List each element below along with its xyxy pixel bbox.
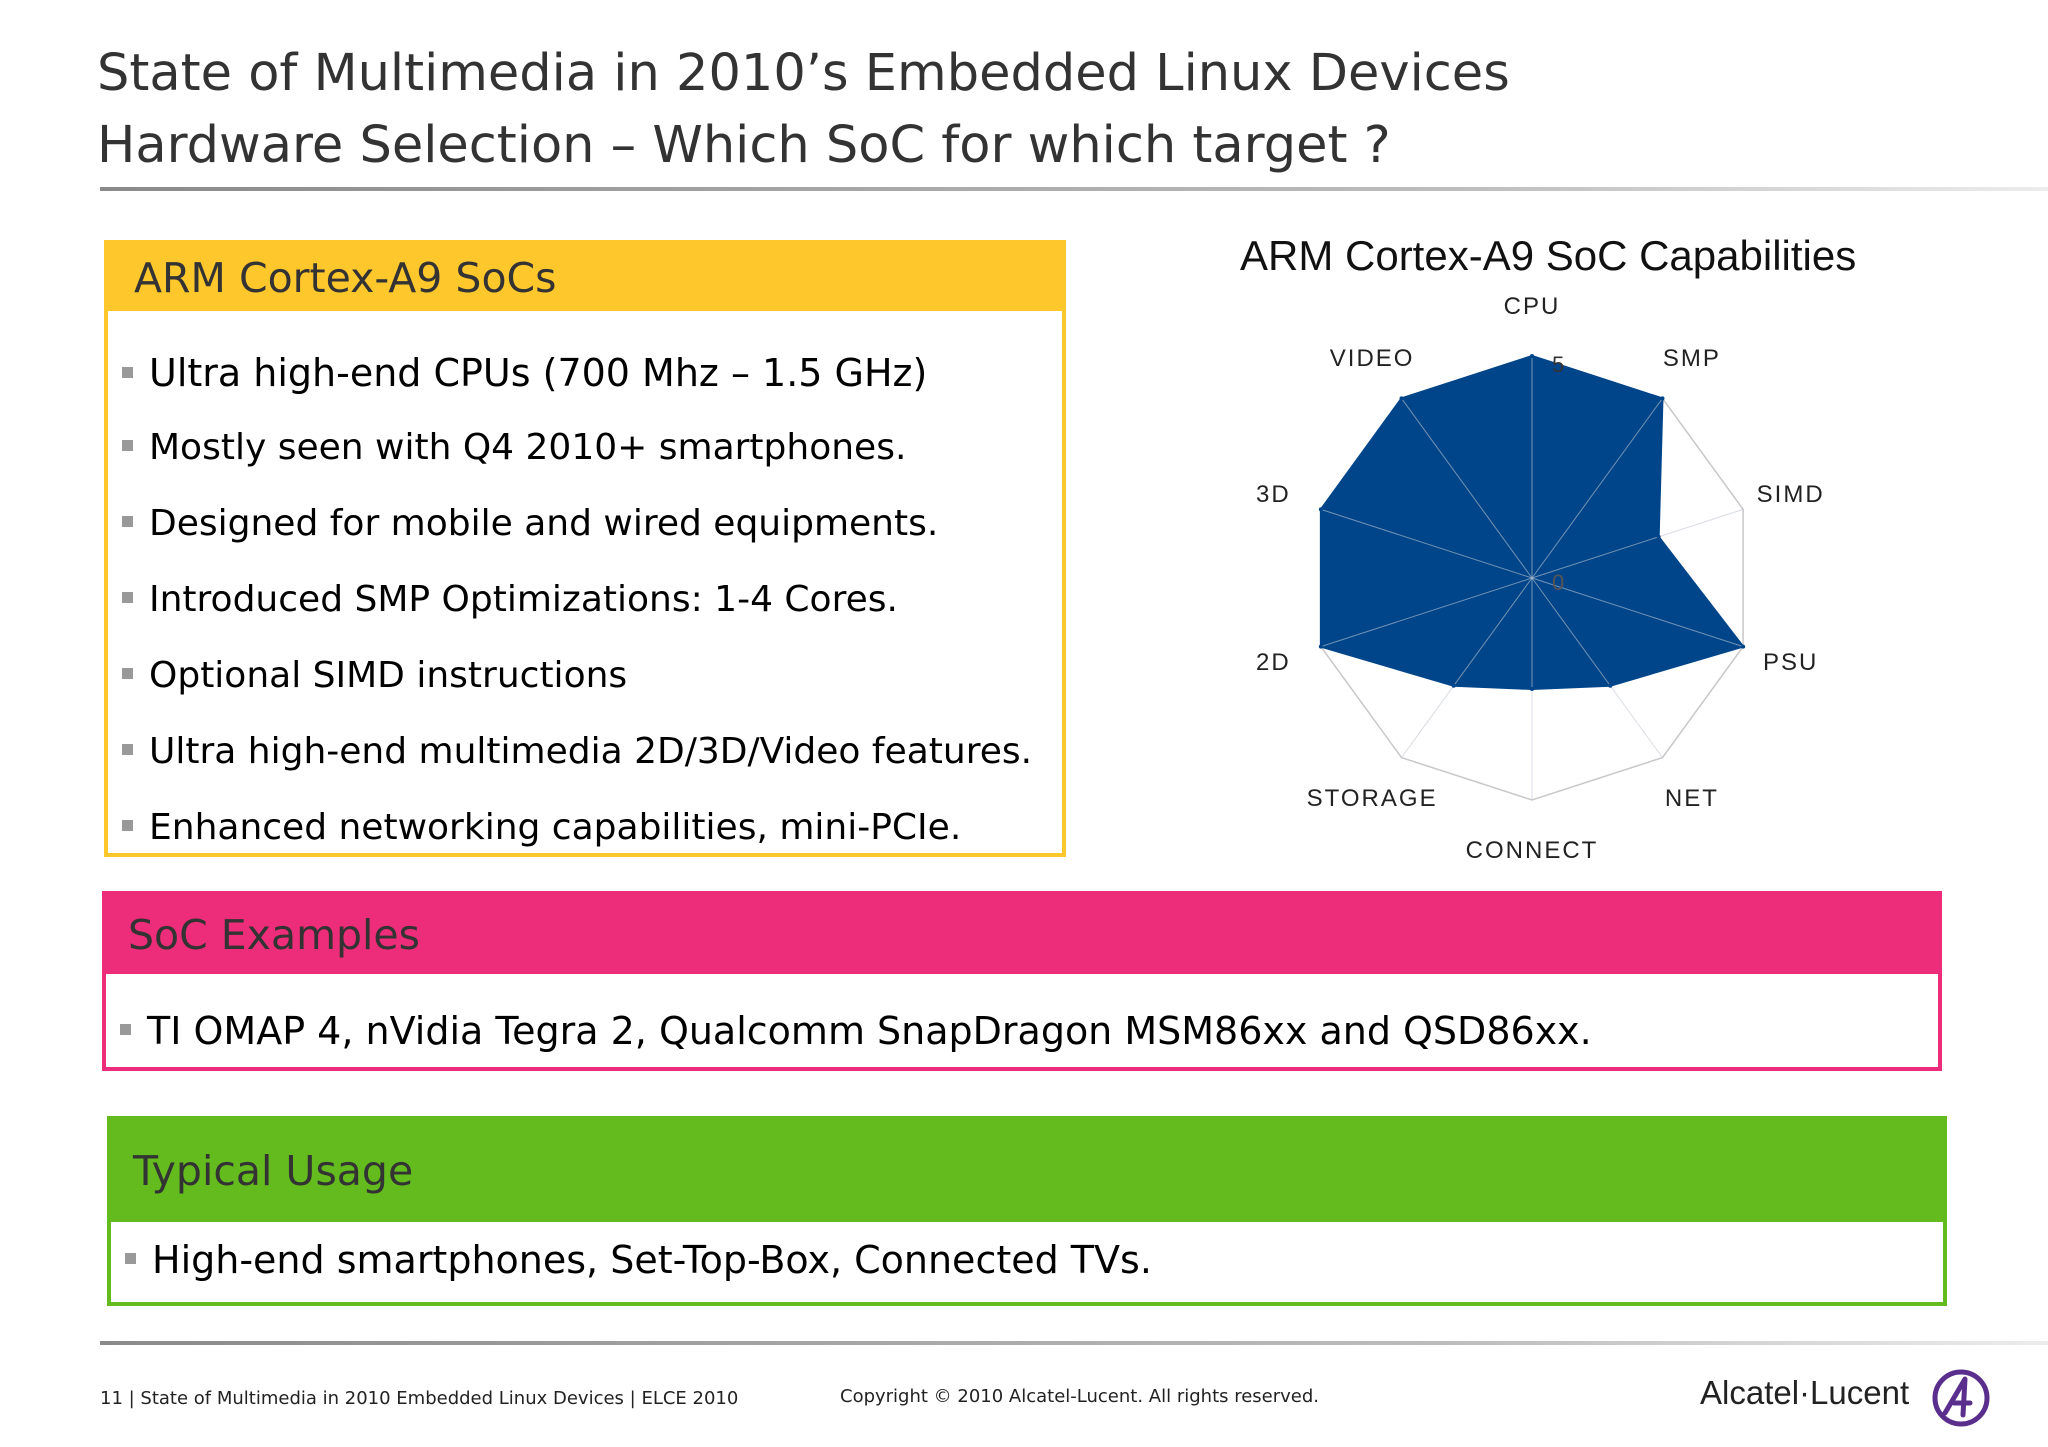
radar-label-smp: SMP xyxy=(1663,345,1721,372)
radar-label-video: VIDEO xyxy=(1330,345,1415,372)
radar-point-psu xyxy=(1741,644,1746,649)
radar-point-smp xyxy=(1660,396,1665,401)
arm-bullet-text: Enhanced networking capabilities, mini-P… xyxy=(149,807,962,848)
radar-tick-label-max: 5 xyxy=(1552,352,1564,377)
header-divider xyxy=(100,187,2048,191)
arm-socs-box: ARM Cortex-A9 SoCs Ultra high-end CPUs (… xyxy=(104,240,1066,857)
soc-examples-title: SoC Examples xyxy=(128,910,421,959)
radar-label-net: NET xyxy=(1665,785,1719,812)
bullet-square-icon xyxy=(122,743,133,755)
arm-bullet-text: Mostly seen with Q4 2010+ smartphones. xyxy=(149,427,907,468)
typical-usage-title: Typical Usage xyxy=(133,1147,414,1195)
bullet-square-icon xyxy=(122,819,133,831)
footer-copyright: Copyright © 2010 Alcatel-Lucent. All rig… xyxy=(840,1386,1320,1407)
radar-point-simd xyxy=(1656,534,1661,539)
soc-examples-box: SoC Examples TI OMAP 4, nVidia Tegra 2, … xyxy=(102,891,1942,1071)
radar-spoke xyxy=(1531,508,1744,579)
bullet-square-icon xyxy=(120,1024,131,1035)
arm-bullet-text: Optional SIMD instructions xyxy=(149,655,628,696)
radar-label-3d: 3D xyxy=(1256,481,1291,508)
arm-bullet-text: Ultra high-end multimedia 2D/3D/Video fe… xyxy=(149,731,1033,772)
arm-bullet-5: Optional SIMD instructions xyxy=(122,655,627,696)
radar-point-connect xyxy=(1530,687,1534,691)
soc-bullet-1: TI OMAP 4, nVidia Tegra 2, Qualcomm Snap… xyxy=(120,1009,1592,1053)
arm-socs-title: ARM Cortex-A9 SoCs xyxy=(134,253,557,302)
radar-tick-label-min: 0 xyxy=(1552,570,1564,595)
radar-spoke xyxy=(1531,577,1663,758)
usage-bullet-text: High-end smartphones, Set-Top-Box, Conne… xyxy=(152,1238,1152,1282)
radar-point-2d xyxy=(1318,644,1323,649)
arm-bullet-4: Introduced SMP Optimizations: 1-4 Cores. xyxy=(122,579,898,620)
chart-title: ARM Cortex-A9 SoC Capabilities xyxy=(1240,232,1857,279)
typical-usage-header: Typical Usage xyxy=(111,1120,1943,1222)
bullet-square-icon xyxy=(122,515,133,527)
radar-point-video xyxy=(1399,396,1404,401)
bullet-square-icon xyxy=(122,667,133,679)
radar-spoke xyxy=(1531,398,1663,579)
arm-bullet-3: Designed for mobile and wired equipments… xyxy=(122,503,938,544)
footer-left: 11 | State of Multimedia in 2010 Embedde… xyxy=(100,1388,739,1409)
arm-socs-header: ARM Cortex-A9 SoCs xyxy=(108,244,1062,311)
radar-label-cpu: CPU xyxy=(1504,293,1561,320)
bullet-square-icon xyxy=(122,366,133,378)
arm-bullet-text: Introduced SMP Optimizations: 1-4 Cores. xyxy=(149,579,898,620)
radar-point-storage xyxy=(1451,683,1456,688)
radar-spoke xyxy=(1401,398,1533,579)
bullet-square-icon xyxy=(125,1253,136,1264)
soc-bullet-text: TI OMAP 4, nVidia Tegra 2, Qualcomm Snap… xyxy=(147,1009,1592,1053)
page-title-line1: State of Multimedia in 2010’s Embedded L… xyxy=(97,44,1510,103)
arm-bullet-1: Ultra high-end CPUs (700 Mhz – 1.5 GHz) xyxy=(122,351,927,395)
arm-bullet-2: Mostly seen with Q4 2010+ smartphones. xyxy=(122,427,906,468)
footer-divider xyxy=(100,1341,2048,1345)
radar-spoke xyxy=(1320,508,1533,579)
alcatel-lucent-logo-icon xyxy=(1932,1369,1990,1427)
typical-usage-box: Typical Usage High-end smartphones, Set-… xyxy=(107,1116,1947,1306)
usage-bullet-1: High-end smartphones, Set-Top-Box, Conne… xyxy=(125,1238,1152,1282)
arm-bullet-text: Designed for mobile and wired equipments… xyxy=(149,503,939,544)
radar-point-cpu xyxy=(1530,354,1534,358)
radar-chart: CPU SMP SIMD PSU NET CONNECT STORAGE 2D 3D VIDEO 0… xyxy=(1256,293,1825,864)
radar-spoke xyxy=(1531,577,1744,648)
radar-label-storage: STORAGE xyxy=(1307,785,1438,812)
radar-label-psu: PSU xyxy=(1763,649,1818,676)
arm-bullet-7: Enhanced networking capabilities, mini-P… xyxy=(122,807,961,848)
arm-bullet-6: Ultra high-end multimedia 2D/3D/Video fe… xyxy=(122,731,1032,772)
bullet-square-icon xyxy=(122,439,133,451)
radar-point-3d xyxy=(1318,507,1323,512)
arm-bullet-text: Ultra high-end CPUs (700 Mhz – 1.5 GHz) xyxy=(149,351,928,395)
radar-label-simd: SIMD xyxy=(1757,481,1825,508)
radar-point-net xyxy=(1608,683,1613,688)
radar-label-connect: CONNECT xyxy=(1466,837,1599,864)
bullet-square-icon xyxy=(122,591,133,603)
logo-text: Alcatel·Lucent xyxy=(1700,1374,1910,1411)
radar-spoke xyxy=(1401,577,1533,758)
radar-spoke xyxy=(1320,577,1533,648)
soc-examples-header: SoC Examples xyxy=(106,895,1938,974)
radar-label-2d: 2D xyxy=(1256,649,1291,676)
page-title-line2: Hardware Selection – Which SoC for which… xyxy=(97,116,1391,175)
